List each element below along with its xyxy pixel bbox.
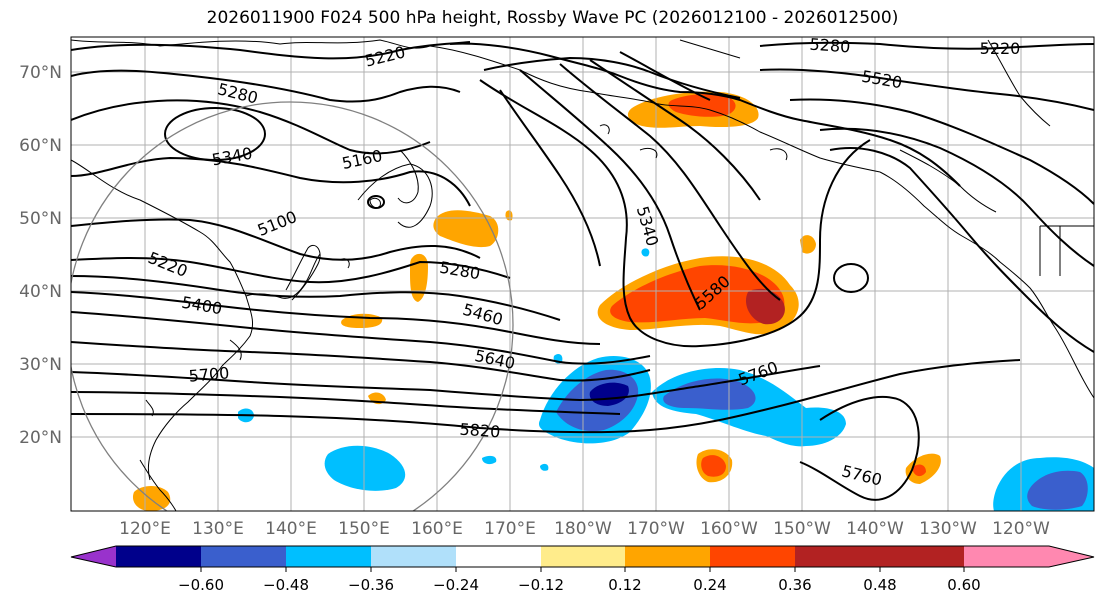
colorbar-segment (201, 546, 286, 567)
lon-label: 170°E (484, 519, 536, 539)
positive-anomaly-peak (745, 288, 785, 325)
colorbar-outline (70, 545, 1095, 568)
positive-anomaly-core (610, 265, 785, 324)
plot-frame (70, 36, 1095, 512)
negative-anomaly-core (1027, 470, 1088, 510)
region-circle (71, 101, 514, 511)
colorbar-segment (371, 546, 456, 567)
lon-label: 140°E (265, 519, 317, 539)
colorbar-segment (116, 546, 201, 567)
colorbar-tick-label: 0.60 (947, 576, 980, 594)
lon-label: 140°W (846, 519, 904, 539)
contour-label: 5700 (188, 363, 230, 385)
colorbar-segment (541, 546, 625, 567)
lon-label: 170°W (627, 519, 685, 539)
lon-label: 160°E (411, 519, 463, 539)
contour-label: 5820 (459, 420, 501, 442)
colorbar-tick-label: −0.48 (263, 576, 309, 594)
positive-anomaly-region (433, 210, 499, 248)
colorbar-segment (286, 546, 371, 567)
contour-label: 5220 (980, 39, 1021, 58)
colorbar-tick-label: −0.36 (348, 576, 394, 594)
colorbar-segment (795, 546, 880, 567)
lon-label: 160°W (700, 519, 758, 539)
positive-anomaly-core (668, 94, 736, 117)
contour-label: 5280 (809, 35, 851, 57)
map-title: 2026011900 F024 500 hPa height, Rossby W… (206, 8, 899, 28)
positive-anomaly-region (410, 253, 428, 302)
colorbar-tick-label: 0.48 (863, 576, 896, 594)
lat-label: 40°N (19, 282, 62, 302)
colorbar-arrow-max (1049, 546, 1094, 567)
colorbar-tick-label: 0.12 (608, 576, 641, 594)
colorbar-segment (456, 546, 541, 567)
negative-anomaly-core (663, 378, 756, 410)
lon-label: 120°W (992, 519, 1050, 539)
positive-anomaly-region (800, 235, 816, 254)
positive-anomaly-core (912, 464, 926, 477)
longitude-labels: 120°E 130°E 140°E 150°E 160°E 170°E 180°… (119, 519, 1050, 539)
positive-anomaly-region (132, 486, 171, 511)
colorbar-tick-label: −0.60 (178, 576, 224, 594)
lat-label: 20°N (19, 428, 62, 448)
lat-label: 60°N (19, 136, 62, 156)
lat-label: 50°N (19, 209, 62, 229)
colorbar-tick-label: −0.12 (518, 576, 564, 594)
anomaly-shading (132, 91, 1094, 511)
lon-label: 130°W (919, 519, 977, 539)
latitude-labels: 70°N 60°N 50°N 40°N 30°N 20°N (19, 63, 62, 448)
colorbar-tick-label: 0.36 (778, 576, 811, 594)
negative-anomaly-region (324, 445, 406, 491)
height-contours (71, 41, 1094, 501)
colorbar-arrow-min (71, 546, 116, 567)
colorbar-segment (964, 546, 1049, 567)
lon-label: 130°E (192, 519, 244, 539)
negative-anomaly-region (540, 463, 549, 471)
lon-label: 120°E (119, 519, 171, 539)
colorbar-segment (710, 546, 795, 567)
lon-label: 150°W (773, 519, 831, 539)
colorbar: −0.60 −0.48 −0.36 −0.24 −0.12 0.12 0.24 … (70, 545, 1095, 594)
lat-label: 70°N (19, 63, 62, 83)
negative-anomaly-region (641, 248, 650, 257)
lat-label: 30°N (19, 355, 62, 375)
colorbar-tick-label: 0.24 (693, 576, 726, 594)
negative-anomaly-region (482, 455, 497, 465)
colorbar-segment (625, 546, 710, 567)
lon-label: 180°W (554, 519, 612, 539)
positive-anomaly-core (701, 455, 726, 477)
colorbar-segment (880, 546, 964, 567)
lon-label: 150°E (338, 519, 390, 539)
colorbar-tick-label: −0.24 (433, 576, 479, 594)
